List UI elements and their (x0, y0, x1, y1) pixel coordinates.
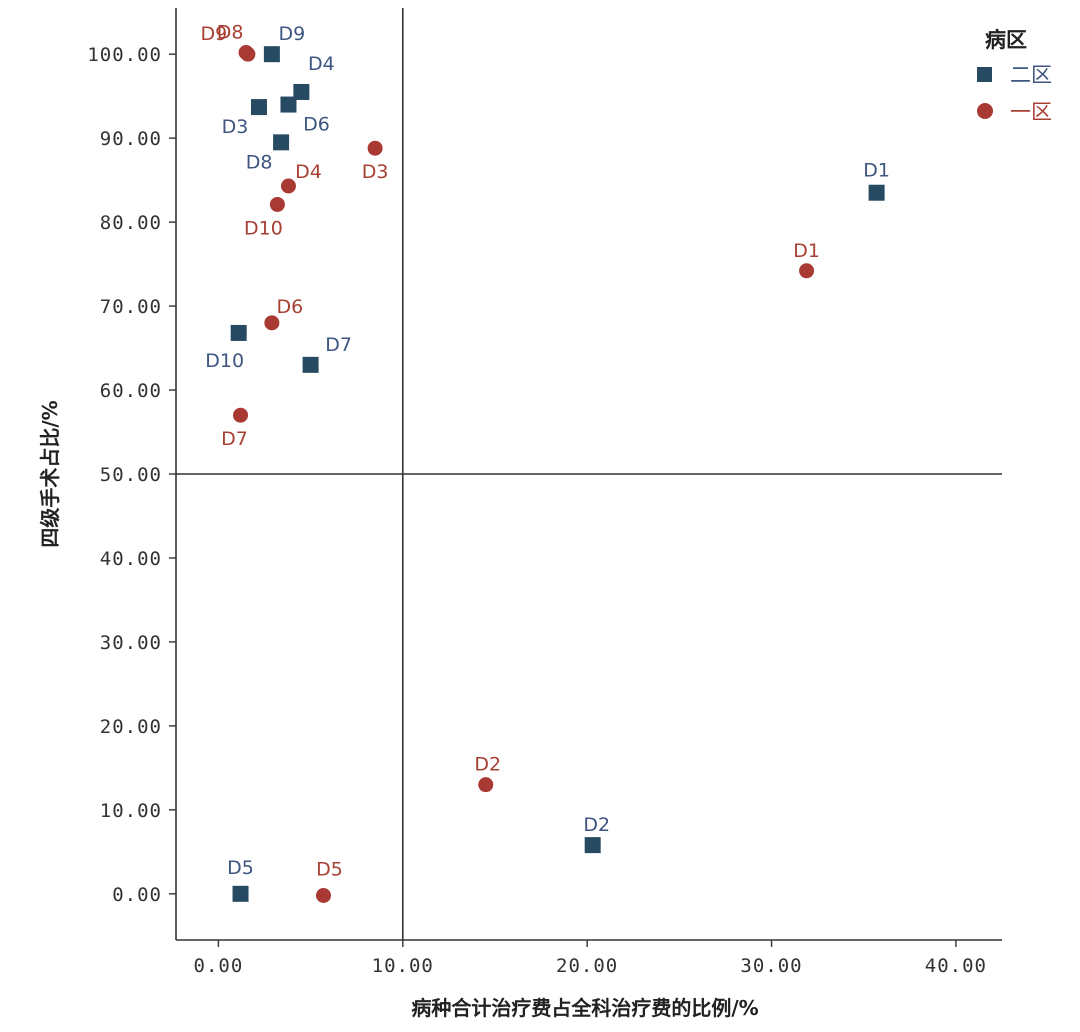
point-label: D9 (279, 23, 306, 45)
point-label: D5 (227, 857, 254, 879)
square-point (302, 356, 319, 373)
point-label: D4 (308, 53, 335, 75)
square-point (868, 184, 885, 201)
point-labels: D1D2D3D4D5D6D7D8D9D10D1D2D3D4D5D6D7D8D9D… (201, 22, 890, 881)
legend-label-series-1: 二区 (1010, 63, 1052, 87)
point-label: D7 (325, 334, 352, 356)
legend-marker-circle (977, 103, 993, 119)
circle-point (478, 777, 494, 793)
point-label: D1 (793, 240, 820, 262)
x-tick-label: 30.00 (740, 955, 802, 977)
point-label: D7 (221, 428, 248, 450)
y-tick-label: 90.00 (100, 128, 162, 150)
square-point (273, 134, 290, 151)
square-point (584, 837, 601, 854)
square-point (280, 96, 297, 113)
x-tick-label: 40.00 (925, 955, 987, 977)
legend-label-series-2: 一区 (1010, 100, 1052, 124)
circle-point (240, 46, 256, 62)
square-point (232, 885, 249, 902)
square-point (230, 324, 247, 341)
x-tick-label: 20.00 (556, 955, 618, 977)
circle-point (264, 315, 280, 331)
y-tick-label: 20.00 (100, 716, 162, 738)
legend-marker-square (977, 67, 992, 82)
tick-labels: 0.00 10.00 20.00 30.00 40.00 0.00 10.00 20.00 30… (87, 44, 987, 977)
point-label: D10 (205, 350, 244, 372)
y-tick-label: 60.00 (100, 380, 162, 402)
circle-point (316, 887, 331, 903)
point-label: D8 (217, 22, 244, 44)
point-label: D2 (474, 754, 501, 776)
x-axis-title: 病种合计治疗费占全科治疗费的比例/% (411, 996, 758, 1020)
point-label: D3 (362, 161, 389, 183)
x-tick-label: 0.00 (194, 955, 244, 977)
reference-lines (176, 8, 1002, 940)
point-label: D1 (863, 160, 890, 182)
point-label: D5 (316, 858, 343, 880)
circle-point (367, 140, 383, 156)
y-tick-label: 30.00 (100, 632, 162, 654)
circle-point (280, 178, 296, 194)
y-tick-label: 0.00 (112, 884, 162, 906)
point-label: D6 (277, 296, 304, 318)
y-tick-label: 80.00 (100, 212, 162, 234)
circle-point (269, 196, 285, 212)
point-label: D10 (244, 217, 283, 239)
y-tick-label: 50.00 (100, 464, 162, 486)
circle-point (799, 263, 815, 279)
point-label: D2 (583, 814, 610, 836)
legend-title: 病区 (985, 28, 1027, 52)
legend: 病区 二区 一区 (977, 28, 1052, 124)
y-axis-title: 四级手术占比/% (38, 400, 62, 547)
point-label: D9 (201, 23, 228, 45)
square-point (263, 46, 280, 63)
y-tick-label: 100.00 (87, 44, 162, 66)
circle-point (233, 407, 249, 423)
point-label: D6 (303, 114, 330, 136)
square-point (293, 83, 310, 100)
point-label: D3 (222, 116, 249, 138)
x-tick-label: 10.00 (372, 955, 434, 977)
data-points (230, 45, 885, 903)
square-point (250, 99, 267, 116)
point-label: D8 (246, 151, 273, 173)
y-tick-label: 10.00 (100, 800, 162, 822)
point-label: D4 (295, 161, 322, 183)
y-tick-label: 70.00 (100, 296, 162, 318)
y-tick-label: 40.00 (100, 548, 162, 570)
